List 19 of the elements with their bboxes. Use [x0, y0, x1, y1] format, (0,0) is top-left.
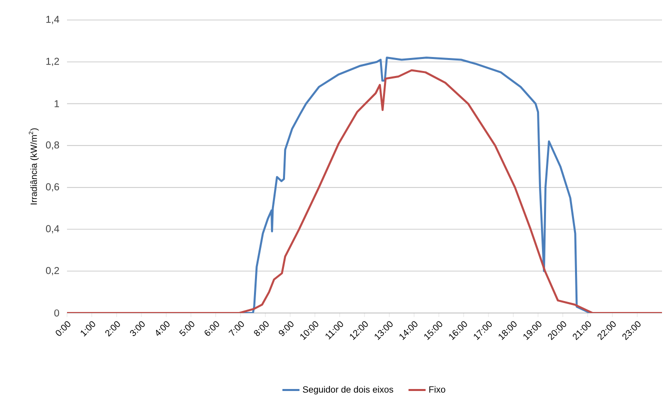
x-tick-label: 3:00 [130, 321, 145, 336]
y-tick-label: 0 [54, 309, 60, 317]
x-tick-label: 0:00 [56, 321, 70, 336]
x-tick-label: 7:00 [228, 321, 244, 336]
y-axis-title: Irradiância (kW/m$^{2}$) [28, 128, 39, 204]
y-tick-label: 1,4 [46, 16, 60, 24]
y-tick-label: 0,8 [46, 141, 60, 150]
x-tick-label: 5:00 [179, 321, 194, 336]
y-tick-label: 1 [54, 100, 59, 108]
x-tick-label: 6:00 [204, 321, 220, 336]
y-tick-label: 0,2 [46, 267, 59, 276]
x-tick-label: 9:00 [278, 321, 294, 336]
y-tick-label: 1,2 [46, 58, 59, 66]
y-tick-label: 0,6 [46, 183, 60, 192]
x-tick-label: 4:00 [156, 321, 170, 336]
y-tick-label: 0,4 [46, 225, 60, 234]
x-tick-label: 8:00 [254, 321, 269, 336]
legend-label: Seguidor de dois eixos [302, 386, 394, 394]
legend-label: Fixo [429, 386, 446, 393]
